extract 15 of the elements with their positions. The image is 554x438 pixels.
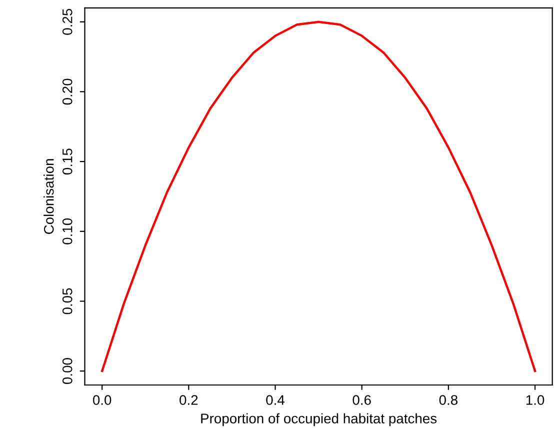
y-tick-label: 0.20 [62,78,72,105]
x-tick-label: 0.6 [352,395,371,405]
x-tick-label: 1.0 [526,395,544,405]
x-tick-label: 0.0 [92,395,112,405]
y-axis-title: Colonisation [44,159,54,234]
x-tick-label: 0.8 [439,395,458,405]
line-series [100,20,536,372]
y-tick-label: 0.15 [62,148,72,174]
x-tick-label: 0.4 [266,395,285,405]
x-tick-label: 0.2 [180,395,198,405]
y-tick-label: 0.10 [62,218,72,244]
y-tick-label: 0.25 [62,8,72,35]
y-tick-label: 0.05 [62,288,72,314]
x-axis-title: Proportion of occupied habitat patches [201,413,437,426]
y-tick-label: 0.00 [62,358,72,384]
